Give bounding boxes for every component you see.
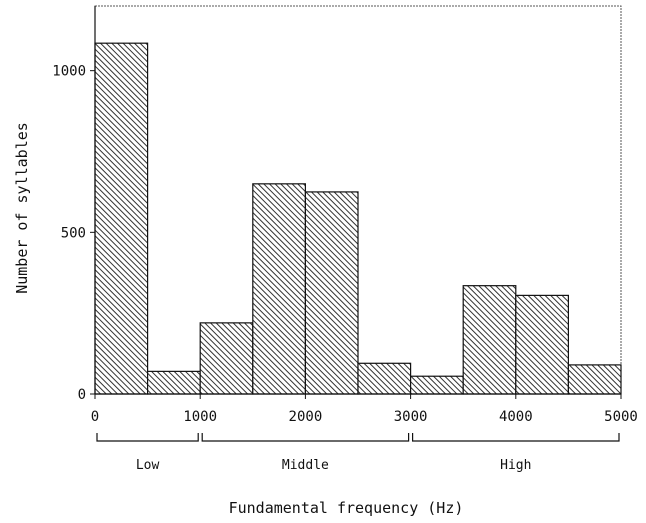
histogram-bar (410, 375, 464, 395)
group-bracket (201, 433, 410, 442)
histogram-bar (515, 294, 569, 395)
group-label: Low (136, 458, 160, 473)
frequency-groups: Low Middle High (96, 433, 620, 473)
x-axis-label: Fundamental frequency (Hz) (229, 499, 464, 517)
group-bracket (96, 433, 199, 442)
histogram-bar (199, 322, 254, 395)
histogram-bar (304, 191, 359, 395)
group-bracket (412, 433, 620, 442)
histogram-bar (357, 362, 412, 395)
x-tick-label: 4000 (499, 409, 533, 425)
axes-group: 0 500 1000 0 1000 2000 3000 4000 5000 (52, 6, 638, 425)
x-tick-label: 5000 (604, 409, 638, 425)
histogram-bar (252, 183, 307, 395)
x-tick-label: 2000 (289, 409, 323, 425)
y-axis-label: Number of syllables (13, 122, 31, 294)
bars-group (94, 42, 622, 395)
y-tick-label: 0 (78, 387, 86, 403)
y-tick-label: 500 (61, 225, 86, 241)
x-tick-label: 3000 (394, 409, 428, 425)
group-label: Middle (282, 458, 329, 473)
x-tick-label: 1000 (183, 409, 217, 425)
group-label: High (500, 458, 531, 473)
y-tick-label: 1000 (52, 64, 86, 80)
x-tick-label: 0 (91, 409, 99, 425)
histogram-bar (567, 364, 622, 395)
histogram-bar (147, 370, 201, 395)
histogram-bar (462, 285, 517, 395)
histogram-bar (94, 42, 149, 395)
